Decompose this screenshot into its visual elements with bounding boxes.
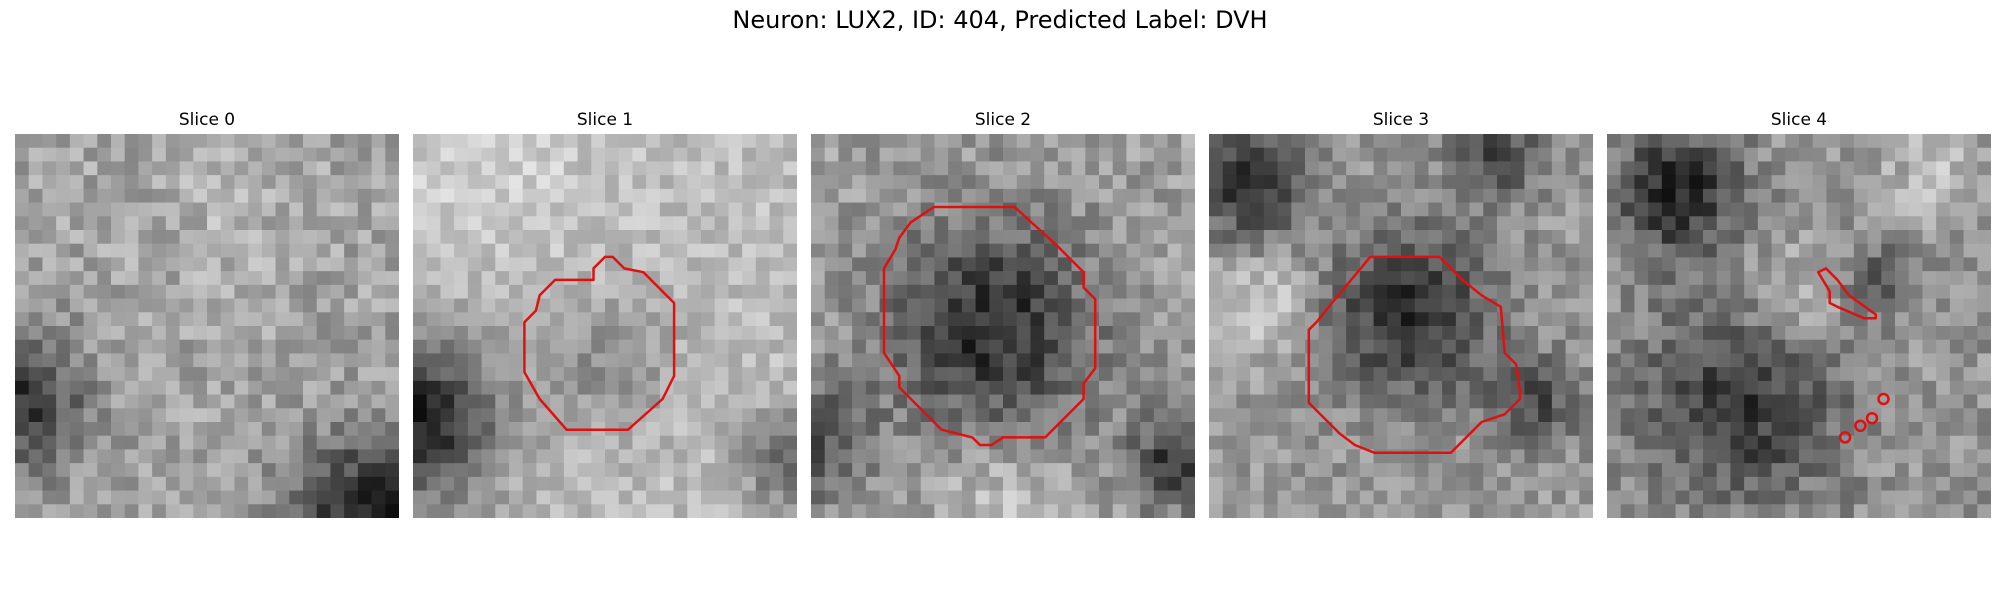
slice-3-image <box>1209 134 1593 518</box>
roi-outline <box>523 255 676 431</box>
slice-1-image <box>413 134 797 518</box>
roi-outline-dot <box>1838 431 1852 444</box>
slice-0-image <box>15 134 399 518</box>
pixel-grid <box>811 134 1195 518</box>
slice-3-title: Slice 3 <box>1372 110 1430 130</box>
pixel-grid <box>1209 134 1593 518</box>
pixel-grid <box>1607 134 1991 518</box>
roi-outline-dot <box>1877 392 1890 406</box>
slice-2-title: Slice 2 <box>974 110 1032 130</box>
roi-outline <box>1816 267 1878 320</box>
figure-title: Neuron: LUX2, ID: 404, Predicted Label: … <box>732 6 1268 34</box>
slice-1-title: Slice 1 <box>576 110 634 130</box>
pixel-grid <box>15 134 399 518</box>
pixel-grid <box>413 134 797 518</box>
roi-outline-dot <box>1854 419 1867 433</box>
roi-outline-dot <box>1865 411 1879 425</box>
slice-0-title: Slice 0 <box>178 110 236 130</box>
roi-outline <box>882 205 1097 447</box>
slice-4-image <box>1607 134 1991 518</box>
slice-2-image <box>811 134 1195 518</box>
slice-4-title: Slice 4 <box>1770 110 1828 130</box>
roi-outline <box>1307 255 1522 454</box>
